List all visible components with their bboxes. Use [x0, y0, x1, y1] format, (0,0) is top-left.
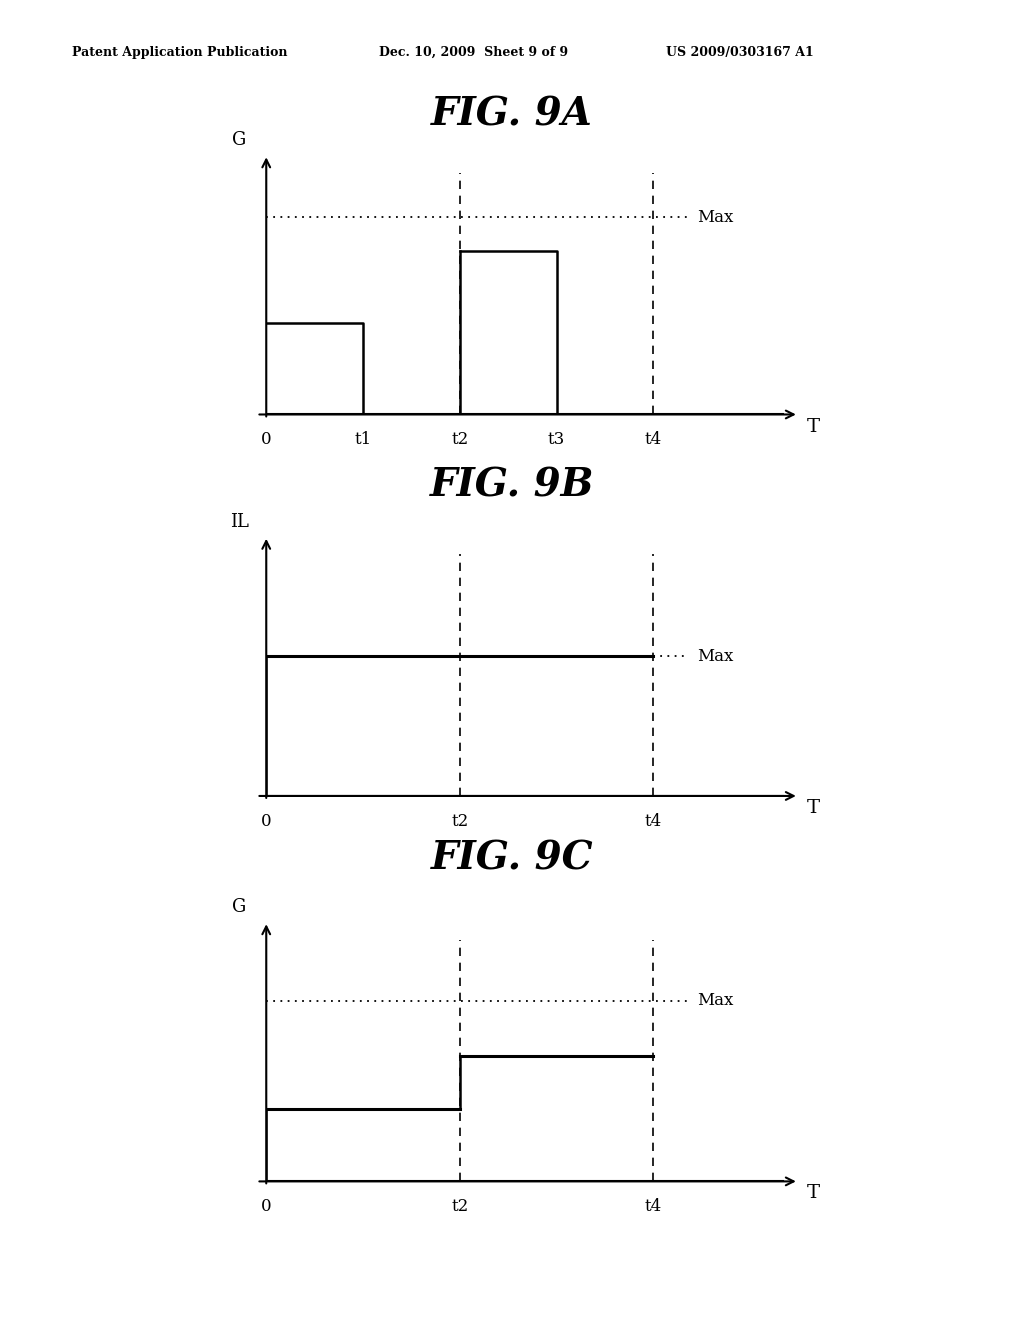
Text: T: T — [807, 799, 819, 817]
Text: T: T — [807, 1184, 819, 1203]
Text: FIG. 9B: FIG. 9B — [430, 467, 594, 504]
Text: 0: 0 — [261, 813, 271, 830]
Text: t4: t4 — [645, 813, 663, 830]
Text: T: T — [807, 417, 819, 436]
Text: 0: 0 — [261, 432, 271, 449]
Text: IL: IL — [230, 512, 249, 531]
Text: US 2009/0303167 A1: US 2009/0303167 A1 — [666, 46, 813, 59]
Text: Max: Max — [697, 648, 733, 665]
Text: t2: t2 — [452, 432, 469, 449]
Text: t4: t4 — [645, 432, 663, 449]
Text: G: G — [232, 131, 247, 149]
Text: Dec. 10, 2009  Sheet 9 of 9: Dec. 10, 2009 Sheet 9 of 9 — [379, 46, 568, 59]
Text: 0: 0 — [261, 1199, 271, 1216]
Text: t4: t4 — [645, 1199, 663, 1216]
Text: Max: Max — [697, 209, 733, 226]
Text: t3: t3 — [548, 432, 565, 449]
Text: t2: t2 — [452, 813, 469, 830]
Text: t2: t2 — [452, 1199, 469, 1216]
Text: t1: t1 — [354, 432, 372, 449]
Text: FIG. 9C: FIG. 9C — [431, 840, 593, 876]
Text: FIG. 9A: FIG. 9A — [431, 96, 593, 133]
Text: Max: Max — [697, 993, 733, 1010]
Text: G: G — [232, 898, 247, 916]
Text: Patent Application Publication: Patent Application Publication — [72, 46, 287, 59]
